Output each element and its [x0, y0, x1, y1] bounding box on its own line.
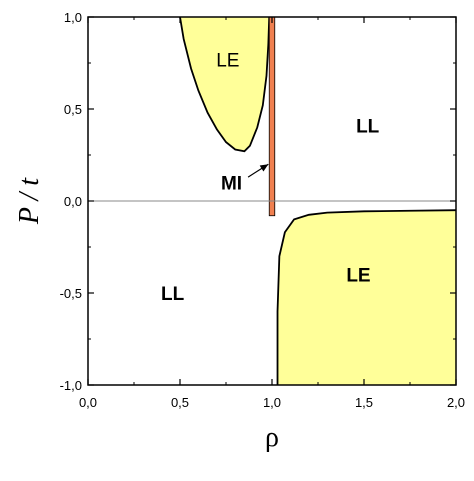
y-tick-label: 0,0 [64, 194, 82, 209]
y-tick-label: 0,5 [64, 102, 82, 117]
le-upper-label: LE [216, 50, 239, 71]
y-tick-label: -0,5 [60, 286, 82, 301]
mi-label: MI [221, 174, 242, 195]
x-tick-label: 0,0 [79, 395, 97, 410]
x-tick-label: 2,0 [447, 395, 465, 410]
ll-right-label: LL [356, 117, 380, 138]
y-tick-label: -1,0 [60, 378, 82, 393]
x-tick-label: 1,0 [263, 395, 281, 410]
ll-left-label: LL [161, 284, 185, 305]
mi-arrowhead [259, 164, 269, 172]
le-upper-region [180, 17, 270, 152]
y-axis-title: P / t [14, 177, 45, 225]
x-axis-title: ρ [265, 422, 279, 453]
mi-region [268, 17, 276, 217]
le-lower-region [277, 210, 456, 385]
le-lower-label: LE [346, 266, 370, 287]
le-lower-boundary [276, 209, 456, 385]
y-tick-label: 1,0 [64, 10, 82, 25]
le-upper-boundary [179, 17, 271, 153]
x-tick-label: 1,5 [355, 395, 373, 410]
x-tick-label: 0,5 [171, 395, 189, 410]
